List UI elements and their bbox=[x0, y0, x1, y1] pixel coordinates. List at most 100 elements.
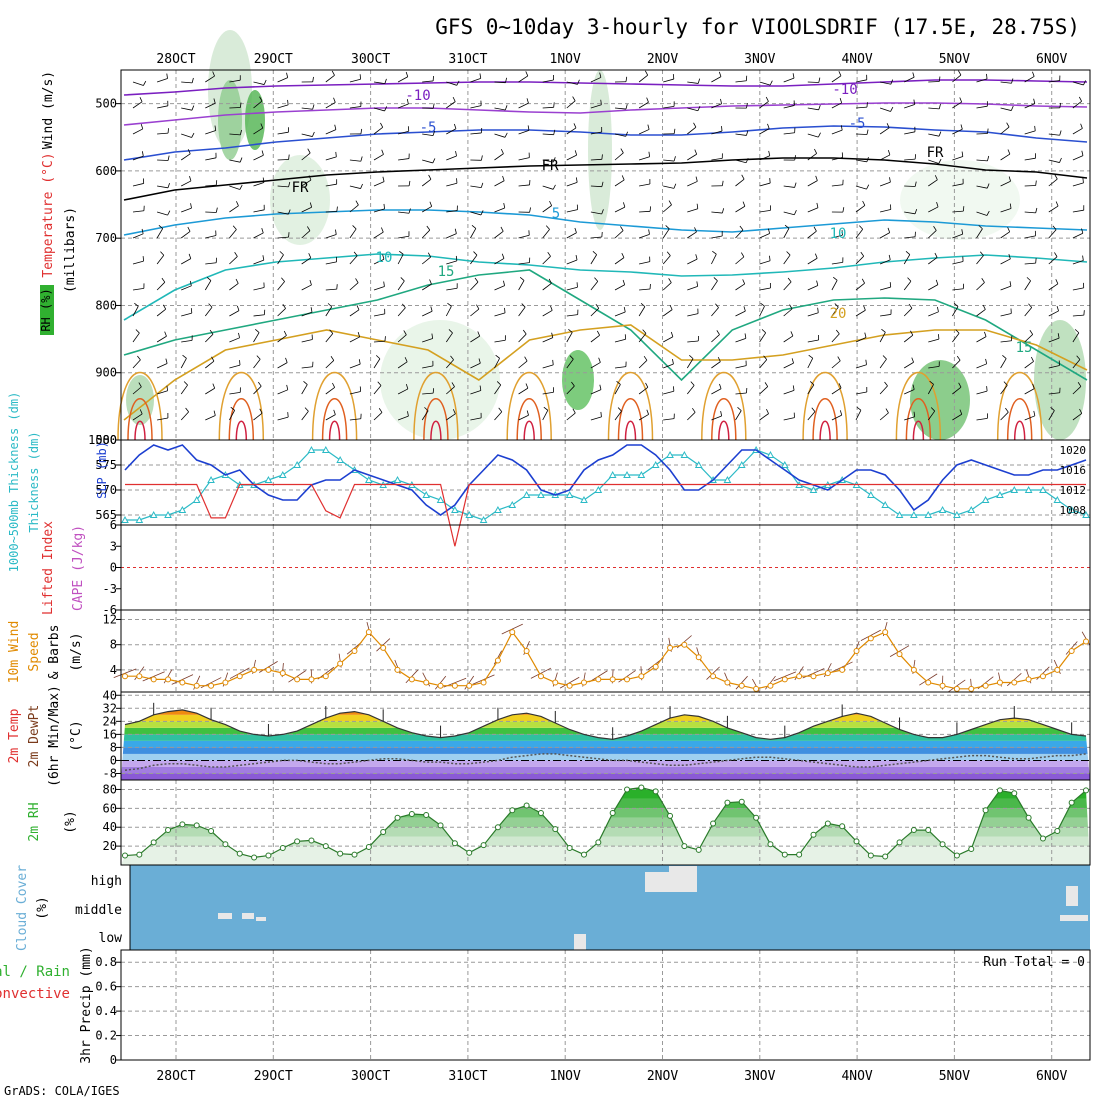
wind-barb bbox=[301, 311, 313, 317]
wind-speed-marker bbox=[523, 648, 530, 654]
wind-barb bbox=[373, 231, 384, 239]
precip-frame bbox=[120, 949, 1091, 1061]
wind-barb bbox=[308, 253, 312, 258]
wind-barb bbox=[759, 359, 768, 369]
wind-barb bbox=[711, 361, 721, 369]
rh-2m-marker bbox=[537, 810, 544, 817]
thickness-axis-label: 565 bbox=[95, 508, 117, 522]
wind-barb bbox=[881, 328, 886, 333]
wind-barb bbox=[663, 418, 675, 421]
wind-barb bbox=[325, 74, 335, 83]
rh-2m-marker bbox=[738, 798, 745, 805]
wind-barb bbox=[927, 410, 936, 421]
wind-barb bbox=[904, 416, 915, 421]
isotherm-line bbox=[423, 398, 449, 441]
wind-barb bbox=[783, 362, 794, 369]
wind-barb bbox=[1055, 279, 1059, 284]
isotherm-label: 15 bbox=[438, 264, 455, 280]
wind-barb bbox=[697, 106, 701, 111]
wind-barb bbox=[301, 133, 313, 137]
wind-barb bbox=[914, 208, 918, 214]
wind-barb bbox=[263, 79, 267, 85]
wind-barb bbox=[1048, 283, 1059, 291]
wind-barb bbox=[1048, 133, 1060, 136]
wind-barb bbox=[542, 337, 553, 343]
wind-barb bbox=[494, 133, 506, 138]
thickness-marker bbox=[479, 515, 488, 523]
wind-speed-marker bbox=[466, 682, 473, 689]
wind-barb bbox=[286, 72, 289, 78]
wind-barb bbox=[349, 185, 361, 189]
wind-barb bbox=[526, 410, 529, 416]
rh-2m-marker bbox=[710, 820, 717, 827]
wind-barb bbox=[373, 208, 385, 213]
wind-barb bbox=[446, 101, 456, 109]
wind-barb bbox=[166, 73, 168, 79]
wind-barb bbox=[590, 185, 602, 188]
temp-axis-label: 0 bbox=[110, 753, 117, 767]
wind-barb-10m bbox=[860, 629, 881, 641]
wind-barb bbox=[262, 177, 265, 183]
wind-barb bbox=[503, 280, 505, 286]
wind-barb bbox=[638, 387, 649, 395]
rh-2m-marker bbox=[839, 823, 846, 830]
rh-2m-marker bbox=[1054, 828, 1061, 834]
wind-barb bbox=[1048, 229, 1057, 239]
thickness-marker bbox=[207, 475, 215, 483]
wind-barb bbox=[1008, 176, 1011, 182]
wind-barb bbox=[952, 413, 962, 421]
wind-barb bbox=[711, 415, 722, 421]
wind-barb bbox=[622, 279, 626, 285]
wind-barb bbox=[638, 129, 650, 135]
wind-barb bbox=[181, 133, 192, 138]
wind-speed-marker bbox=[451, 682, 458, 689]
wind-barb bbox=[160, 251, 165, 256]
wind-barb bbox=[735, 205, 746, 213]
wind-barb bbox=[976, 309, 986, 317]
wind-barb bbox=[518, 333, 527, 343]
wind-barb bbox=[831, 387, 842, 395]
wind-barb bbox=[381, 149, 384, 155]
wind-barb bbox=[349, 228, 357, 239]
wind-barb bbox=[1000, 126, 1010, 135]
wind-barb bbox=[813, 226, 817, 232]
isotherm-label: 15 bbox=[1016, 340, 1033, 356]
wind-barb bbox=[672, 359, 674, 365]
wind-barb bbox=[1024, 361, 1034, 369]
wind-speed-marker bbox=[294, 676, 301, 683]
wind-barb bbox=[527, 125, 530, 131]
thickness-marker bbox=[737, 460, 746, 468]
thickness-marker bbox=[135, 515, 144, 523]
wind-barb bbox=[1072, 232, 1084, 239]
thickness-axis-label: 570 bbox=[95, 483, 117, 497]
wind-barb bbox=[505, 77, 508, 83]
cloud-block bbox=[256, 917, 266, 921]
wind-barb bbox=[1032, 71, 1035, 77]
wind-barb bbox=[446, 413, 456, 421]
wind-barb bbox=[879, 385, 888, 395]
wind-speed-marker bbox=[609, 676, 616, 683]
wind-barb bbox=[862, 200, 866, 206]
wind-barb bbox=[470, 77, 481, 83]
wind-barb-10m bbox=[229, 667, 250, 679]
wind-barb bbox=[614, 410, 622, 421]
wind-barb bbox=[229, 205, 239, 213]
wind-barb bbox=[132, 183, 144, 187]
wind-barb bbox=[913, 411, 916, 417]
wind-barb bbox=[1024, 130, 1036, 135]
wind-barb bbox=[167, 155, 170, 161]
lifted-index-axis-label: 6 bbox=[110, 518, 117, 532]
wind-barb bbox=[741, 174, 745, 180]
wind-speed-marker bbox=[179, 679, 186, 686]
wind-barb bbox=[673, 128, 676, 134]
temp-band bbox=[121, 747, 1090, 754]
wind-barb bbox=[663, 185, 675, 189]
isotherm-line bbox=[123, 102, 1088, 126]
wind-barb bbox=[592, 251, 597, 255]
wind-barb bbox=[239, 102, 242, 108]
wind-barb bbox=[807, 180, 818, 187]
wind-speed-marker bbox=[853, 648, 860, 654]
wind-barb bbox=[189, 280, 192, 286]
wind-barb bbox=[928, 284, 939, 291]
wind-barb bbox=[614, 384, 621, 395]
